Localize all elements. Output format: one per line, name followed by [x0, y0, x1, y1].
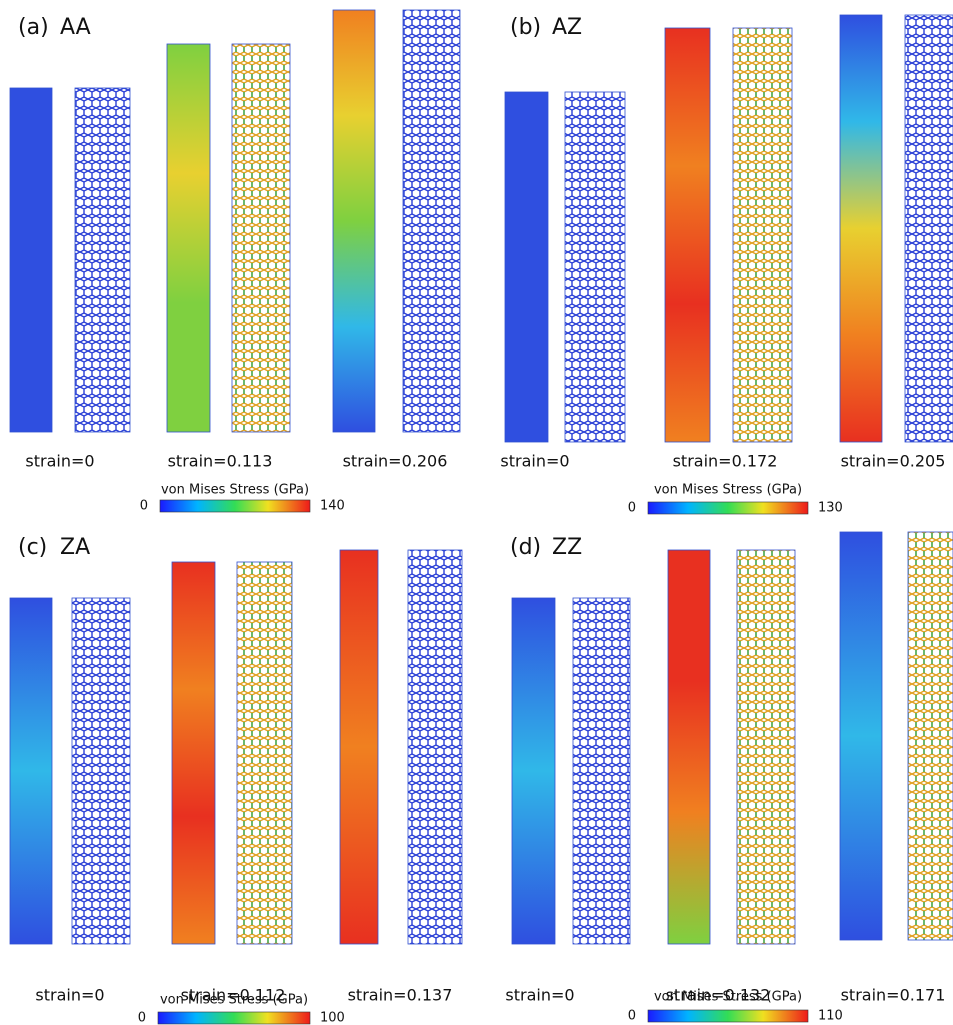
nanotube	[905, 15, 953, 442]
nanotube	[565, 92, 625, 442]
nanotube	[403, 10, 460, 432]
nanotube	[172, 562, 215, 944]
nanotube	[668, 550, 710, 944]
colorbar-title: von Mises Stress (GPa)	[654, 483, 802, 498]
nanotube	[737, 550, 795, 944]
panel-name: AZ	[552, 15, 582, 40]
nanotube	[340, 550, 378, 944]
colorbar-max: 100	[320, 1011, 345, 1025]
colorbar-min: 0	[628, 501, 636, 516]
figure: (a) AA strain=0 strain=0.113 strain=0.206 von…	[0, 0, 953, 1025]
colorbar	[648, 1010, 808, 1022]
panel-label: (a)	[18, 15, 49, 40]
nanotube	[408, 550, 462, 944]
colorbar	[648, 502, 808, 514]
nanotube	[908, 532, 953, 940]
strain-label: strain=0.205	[841, 452, 946, 471]
colorbar-title: von Mises Stress (GPa)	[161, 483, 309, 498]
colorbar-max: 130	[818, 501, 843, 516]
panel-name: ZA	[60, 535, 90, 560]
colorbar-max: 140	[320, 499, 345, 514]
nanotube	[665, 28, 710, 442]
nanotube	[237, 562, 292, 944]
panel-name: AA	[60, 15, 91, 40]
nanotube	[840, 15, 882, 442]
strain-label: strain=0.171	[841, 986, 946, 1005]
colorbar-title: von Mises Stress (GPa)	[654, 990, 802, 1005]
nanotube	[333, 10, 375, 432]
nanotube	[512, 598, 555, 944]
strain-label: strain=0	[35, 986, 104, 1005]
colorbar-min: 0	[138, 1011, 146, 1025]
nanotube	[10, 88, 52, 432]
nanotube	[733, 28, 792, 442]
nanotube	[573, 598, 630, 944]
strain-label: strain=0	[500, 452, 569, 471]
colorbar-min: 0	[628, 1009, 636, 1024]
nanotube	[167, 44, 210, 432]
panel-name: ZZ	[552, 535, 582, 560]
panel-label: (b)	[510, 15, 541, 40]
nanotube	[840, 532, 882, 940]
nanotube	[505, 92, 548, 442]
nanotube	[10, 598, 52, 944]
colorbar-min: 0	[140, 499, 148, 514]
panel-label: (d)	[510, 535, 541, 560]
strain-label: strain=0.137	[348, 986, 453, 1005]
panel-label: (c)	[18, 535, 47, 560]
strain-label: strain=0	[505, 986, 574, 1005]
strain-label: strain=0.172	[673, 452, 778, 471]
colorbar	[160, 500, 310, 512]
colorbar	[158, 1012, 310, 1024]
nanotube	[75, 88, 130, 432]
strain-label: strain=0	[25, 452, 94, 471]
colorbar-title: von Mises Stress (GPa)	[160, 993, 308, 1008]
strain-label: strain=0.206	[343, 452, 448, 471]
strain-label: strain=0.113	[168, 452, 273, 471]
colorbar-max: 110	[818, 1009, 843, 1024]
nanotube	[72, 598, 130, 944]
nanotube	[232, 44, 290, 432]
